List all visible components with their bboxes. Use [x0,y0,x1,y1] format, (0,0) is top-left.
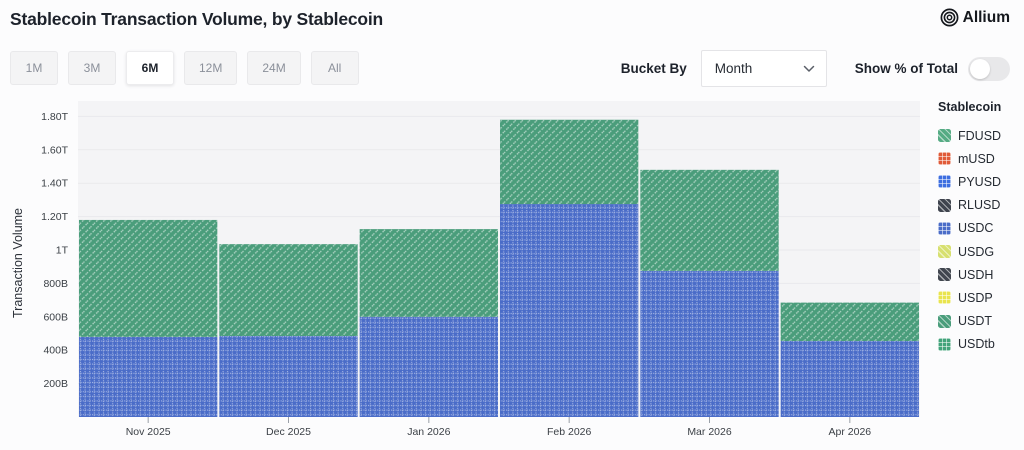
legend-items: FDUSD mUSD PYUSD RLUSD USDC USDG USDH USDP USDT U… [938,124,1024,356]
x-tick-label: Apr 2026 [829,426,872,438]
bucket-by-value: Month [714,61,753,76]
x-tick-label: Dec 2025 [266,426,311,438]
chevron-down-icon [803,65,814,72]
legend-swatch-usdh [938,268,951,282]
legend-label: USDP [958,290,993,305]
legend-label: FDUSD [958,128,1002,143]
range-button-12m[interactable]: 12M [184,51,238,85]
legend-label: RLUSD [958,198,1001,213]
bar-dec-2025-usdc[interactable] [219,336,358,417]
x-tick-label: Nov 2025 [126,426,171,438]
legend-item-usdh[interactable]: USDH [938,263,1024,286]
y-tick-label: 600B [43,311,68,323]
bar-apr-2026-usdc[interactable] [780,341,919,417]
legend-item-pyusd[interactable]: PYUSD [938,170,1024,193]
show-pct-toggle[interactable] [968,56,1010,81]
legend-item-usdt[interactable]: USDT [938,310,1024,333]
legend-swatch-rlusd [938,198,951,212]
legend-swatch-usdg [938,245,951,259]
stacked-bar-chart: 200B 400B 600B 800B 1T 1.20T 1.40T 1.60T 1.80T No… [11,101,920,438]
chart-legend: Stablecoin FDUSD mUSD PYUSD RLUSD USDC USDG US… [938,100,1024,356]
legend-label: PYUSD [958,174,1002,189]
allium-logo-icon [940,8,959,27]
bucket-by-label: Bucket By [620,61,687,76]
legend-swatch-usdtb [938,337,951,351]
legend-item-usdp[interactable]: USDP [938,286,1024,309]
range-button-24m[interactable]: 24M [247,51,301,85]
bar-mar-2026-usdt[interactable] [640,169,779,271]
legend-label: USDC [958,221,994,236]
range-button-3m[interactable]: 3M [68,51,116,85]
y-tick-label: 1.60T [41,144,68,156]
y-tick-label: 1.80T [41,111,68,123]
bar-jan-2026-usdc[interactable] [359,316,498,417]
y-tick-label: 200B [43,378,68,390]
legend-title: Stablecoin [938,100,1002,114]
bar-mar-2026-usdc[interactable] [640,270,779,417]
time-range-buttons: 1M 3M 6M 12M 24M All [10,51,359,85]
bar-dec-2025-usdt[interactable] [219,244,358,337]
legend-item-usdc[interactable]: USDC [938,217,1024,240]
legend-swatch-fdusd [938,129,951,143]
range-button-1m[interactable]: 1M [10,51,58,85]
bar-nov-2025-usdc[interactable] [79,336,218,417]
legend-item-usdtb[interactable]: USDtb [938,333,1024,356]
y-tick-label: 1T [56,245,69,257]
y-tick-label: 1.40T [41,178,68,190]
legend-item-rlusd[interactable]: RLUSD [938,194,1024,217]
bar-feb-2026-usdt[interactable] [500,119,639,205]
legend-swatch-musd [938,152,951,166]
bar-jan-2026-usdt[interactable] [359,229,498,317]
plot-area [78,101,920,417]
legend-label: USDT [958,314,993,329]
page-title: Stablecoin Transaction Volume, by Stable… [10,9,384,29]
toggle-knob [970,58,990,79]
y-tick-label: 800B [43,278,68,290]
y-axis-title: Transaction Volume [11,208,25,318]
y-tick-label: 400B [43,345,68,357]
legend-swatch-usdp [938,291,951,305]
bar-apr-2026-usdt[interactable] [780,302,919,342]
chart-controls: Bucket By Month Show % of Total [621,50,1010,87]
legend-label: USDtb [958,337,995,352]
show-pct-label: Show % of Total [854,61,958,76]
range-button-all[interactable]: All [310,51,359,85]
y-tick-label: 1.20T [41,211,68,223]
legend-item-musd[interactable]: mUSD [938,147,1024,170]
legend-swatch-pyusd [938,175,951,189]
legend-label: USDH [958,267,994,282]
x-tick-label: Mar 2026 [687,426,732,438]
legend-item-usdg[interactable]: USDG [938,240,1024,263]
bucket-by-select[interactable]: Month [700,50,827,87]
brand-name: Allium [962,8,1010,26]
bar-feb-2026-usdc[interactable] [500,204,639,417]
legend-label: USDG [958,244,995,259]
bar-nov-2025-usdt[interactable] [79,219,218,337]
x-tick-label: Feb 2026 [547,426,592,438]
legend-swatch-usdc [938,221,951,235]
legend-swatch-usdt [938,314,951,328]
allium-logo[interactable]: Allium [940,8,1010,27]
range-button-6m[interactable]: 6M [126,51,174,85]
x-tick-label: Jan 2026 [407,426,450,438]
legend-item-fdusd[interactable]: FDUSD [938,124,1024,147]
legend-label: mUSD [958,151,995,166]
